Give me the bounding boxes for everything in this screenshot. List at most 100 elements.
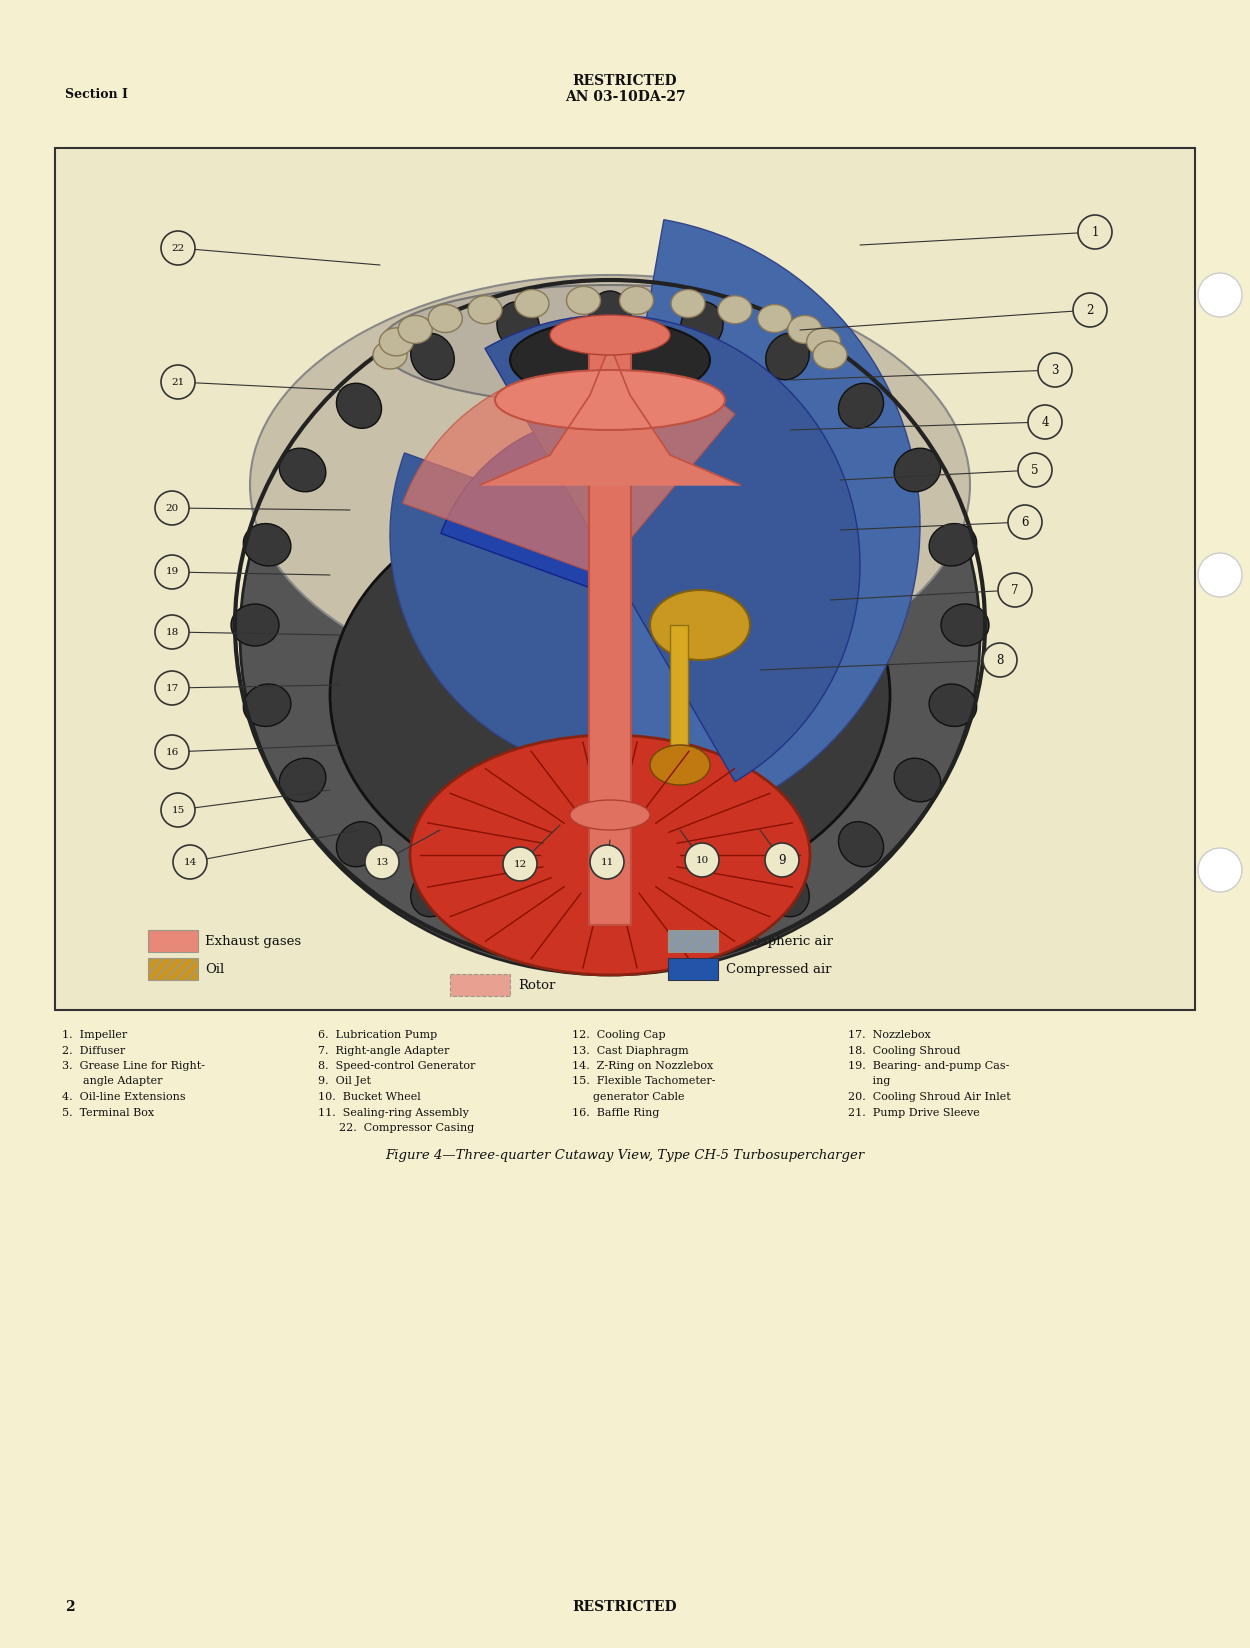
Ellipse shape	[894, 448, 941, 491]
Text: RESTRICTED: RESTRICTED	[572, 1600, 678, 1613]
Ellipse shape	[279, 758, 326, 803]
Text: Section I: Section I	[65, 87, 128, 101]
Ellipse shape	[681, 900, 722, 948]
Wedge shape	[390, 453, 630, 771]
Ellipse shape	[839, 822, 884, 867]
Bar	[589, 325, 631, 925]
Ellipse shape	[410, 735, 810, 976]
Ellipse shape	[929, 524, 976, 565]
Text: 2: 2	[65, 1600, 75, 1613]
Ellipse shape	[336, 384, 381, 428]
Ellipse shape	[411, 870, 454, 916]
Text: 5: 5	[1031, 463, 1039, 476]
Bar	[668, 957, 717, 981]
Text: 10: 10	[695, 855, 709, 865]
Ellipse shape	[380, 328, 414, 356]
Text: 13.  Cast Diaphragm: 13. Cast Diaphragm	[572, 1045, 689, 1055]
Wedge shape	[610, 219, 920, 836]
Ellipse shape	[279, 448, 326, 491]
Ellipse shape	[380, 285, 840, 405]
Ellipse shape	[330, 485, 890, 905]
Ellipse shape	[570, 799, 650, 831]
Ellipse shape	[812, 341, 848, 369]
Polygon shape	[480, 344, 740, 485]
Circle shape	[1038, 353, 1072, 387]
Text: 2.  Diffuser: 2. Diffuser	[62, 1045, 125, 1055]
Text: 9.  Oil Jet: 9. Oil Jet	[318, 1076, 371, 1086]
Ellipse shape	[681, 302, 722, 349]
Ellipse shape	[839, 384, 884, 428]
Ellipse shape	[758, 305, 791, 333]
Text: 17.  Nozzlebox: 17. Nozzlebox	[848, 1030, 931, 1040]
Text: 4.  Oil-line Extensions: 4. Oil-line Extensions	[62, 1093, 186, 1103]
Ellipse shape	[894, 758, 941, 803]
Text: Compressed air: Compressed air	[726, 962, 831, 976]
Ellipse shape	[788, 315, 821, 343]
Circle shape	[1198, 554, 1242, 597]
Circle shape	[1028, 405, 1062, 438]
Ellipse shape	[495, 371, 725, 430]
Ellipse shape	[766, 870, 809, 916]
Text: AN 03-10DA-27: AN 03-10DA-27	[565, 91, 685, 104]
Circle shape	[503, 847, 538, 882]
Ellipse shape	[498, 900, 539, 948]
Ellipse shape	[468, 295, 502, 323]
Text: 6: 6	[1021, 516, 1029, 529]
Wedge shape	[441, 415, 779, 595]
Text: Rotor: Rotor	[518, 979, 555, 992]
Text: ing: ing	[848, 1076, 890, 1086]
Text: 15: 15	[171, 806, 185, 814]
Text: 12.  Cooling Cap: 12. Cooling Cap	[572, 1030, 665, 1040]
Text: 19: 19	[165, 567, 179, 577]
Ellipse shape	[372, 341, 408, 369]
Circle shape	[1198, 849, 1242, 892]
Circle shape	[365, 845, 399, 878]
Ellipse shape	[250, 275, 970, 695]
Ellipse shape	[244, 524, 291, 565]
Ellipse shape	[589, 911, 631, 959]
Bar	[148, 929, 198, 953]
Circle shape	[155, 615, 189, 649]
Text: angle Adapter: angle Adapter	[62, 1076, 162, 1086]
Ellipse shape	[244, 684, 291, 727]
Ellipse shape	[566, 287, 600, 315]
Text: 8.  Speed-control Generator: 8. Speed-control Generator	[318, 1061, 475, 1071]
Ellipse shape	[718, 295, 752, 323]
Text: 6.  Lubrication Pump: 6. Lubrication Pump	[318, 1030, 438, 1040]
Circle shape	[1072, 293, 1108, 326]
Bar	[148, 957, 198, 981]
Text: 14.  Z-Ring on Nozzlebox: 14. Z-Ring on Nozzlebox	[572, 1061, 714, 1071]
Text: 14: 14	[184, 857, 196, 867]
Ellipse shape	[766, 333, 809, 379]
Text: generator Cable: generator Cable	[572, 1093, 685, 1103]
Circle shape	[161, 231, 195, 265]
Text: Exhaust gases: Exhaust gases	[205, 934, 301, 948]
Text: RESTRICTED: RESTRICTED	[572, 74, 678, 87]
Text: 3: 3	[1051, 364, 1059, 376]
Text: 20.  Cooling Shroud Air Inlet: 20. Cooling Shroud Air Inlet	[848, 1093, 1011, 1103]
Text: 16: 16	[165, 748, 179, 756]
Text: 21: 21	[171, 377, 185, 387]
Ellipse shape	[429, 305, 462, 333]
Circle shape	[173, 845, 208, 878]
Circle shape	[998, 574, 1032, 606]
Text: 18: 18	[165, 628, 179, 636]
Text: 15.  Flexible Tachometer-: 15. Flexible Tachometer-	[572, 1076, 715, 1086]
Circle shape	[161, 793, 195, 827]
Ellipse shape	[650, 745, 710, 784]
Circle shape	[155, 671, 189, 705]
Wedge shape	[402, 364, 735, 575]
Circle shape	[155, 555, 189, 588]
Text: 3.  Grease Line for Right-: 3. Grease Line for Right-	[62, 1061, 205, 1071]
Text: 8: 8	[996, 654, 1004, 666]
Circle shape	[1198, 274, 1242, 316]
Text: Oil: Oil	[205, 962, 224, 976]
Ellipse shape	[510, 320, 710, 400]
Ellipse shape	[671, 290, 705, 318]
Ellipse shape	[231, 605, 279, 646]
Circle shape	[685, 844, 719, 877]
Bar	[55, 148, 1195, 1010]
Text: 5.  Terminal Box: 5. Terminal Box	[62, 1107, 154, 1117]
Ellipse shape	[498, 302, 539, 349]
Circle shape	[1017, 453, 1052, 488]
